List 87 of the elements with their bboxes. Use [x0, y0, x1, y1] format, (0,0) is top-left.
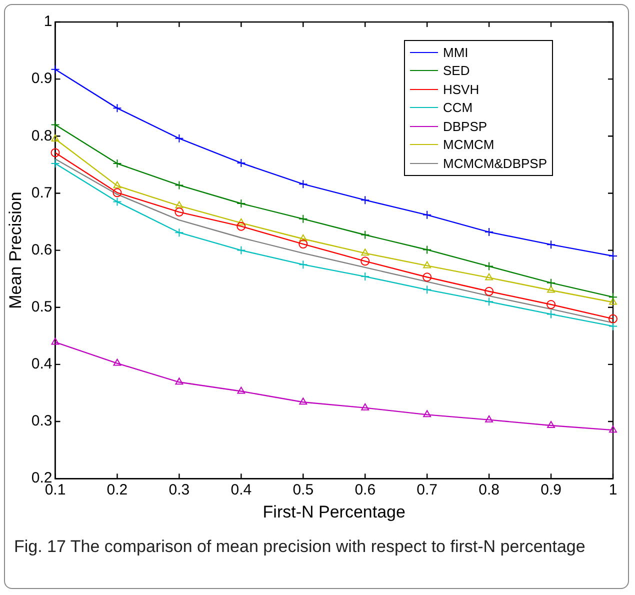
x-tick-label: 0.7 — [416, 482, 438, 499]
x-tick-label: 1 — [608, 482, 618, 499]
point — [484, 297, 494, 306]
point — [360, 196, 370, 205]
point — [423, 410, 432, 418]
point — [50, 64, 60, 74]
point — [298, 180, 308, 189]
x-tick-label: 0.5 — [292, 482, 314, 499]
point — [546, 278, 556, 288]
point — [546, 240, 556, 250]
point — [236, 158, 246, 168]
point — [51, 338, 60, 345]
point — [50, 148, 60, 158]
point — [112, 159, 122, 168]
point — [361, 248, 370, 256]
point — [299, 234, 308, 242]
point — [484, 262, 494, 271]
point — [174, 134, 184, 143]
point — [422, 245, 432, 254]
legend-label: CCM — [443, 100, 473, 116]
point — [236, 222, 246, 231]
point — [608, 252, 618, 261]
point — [423, 261, 432, 268]
point — [175, 378, 184, 385]
point — [113, 181, 122, 188]
point — [174, 180, 184, 190]
point — [298, 214, 308, 224]
legend-label: MCMCM — [443, 137, 494, 152]
point — [50, 159, 60, 168]
caption: Fig. 17 The comparison of mean precision with respect to first-N percentage — [14, 536, 586, 558]
point — [485, 273, 494, 280]
point — [608, 292, 618, 302]
x-tick-label: 0.2 — [106, 482, 128, 499]
point — [484, 228, 494, 237]
point — [237, 218, 246, 226]
x-tick-label: 0.8 — [478, 482, 500, 499]
x-tick-label: 0.6 — [354, 482, 376, 499]
y-tick-label: 0.8 — [31, 127, 52, 144]
point — [609, 298, 617, 305]
point — [608, 322, 618, 331]
point — [422, 210, 432, 220]
point — [175, 201, 184, 208]
y-tick-label: 1 — [44, 13, 52, 30]
point — [609, 426, 617, 433]
point — [360, 256, 370, 266]
point — [298, 260, 308, 270]
legend-label: SED — [443, 63, 470, 78]
point — [50, 120, 60, 130]
y-tick-label: 0.4 — [31, 356, 52, 373]
y-tick-label: 0.7 — [31, 184, 52, 202]
point — [298, 240, 308, 249]
point — [360, 230, 370, 240]
point — [484, 286, 494, 296]
legend-label: DBPSP — [443, 118, 488, 134]
point — [546, 300, 556, 310]
y-axis-title: Mean Precision — [6, 192, 25, 309]
point — [174, 228, 184, 238]
legend-label: MCMCM&DBPSP — [443, 156, 548, 171]
y-tick-label: 0.5 — [31, 298, 52, 316]
point — [51, 134, 60, 142]
point — [485, 415, 494, 422]
point — [360, 272, 370, 282]
point — [422, 272, 432, 282]
legend-label: HSVH — [443, 82, 480, 97]
x-tick-label: 0.4 — [230, 482, 252, 499]
point — [237, 386, 246, 394]
point — [546, 310, 556, 319]
point — [299, 398, 308, 405]
point — [422, 285, 432, 294]
point — [236, 246, 246, 255]
point — [361, 403, 370, 410]
legend-label: MMI — [443, 44, 468, 60]
point — [112, 197, 122, 206]
point — [112, 104, 122, 113]
x-tick-label: 0.9 — [540, 482, 562, 499]
point — [608, 314, 618, 324]
x-axis-title: First-N Percentage — [262, 502, 406, 522]
y-tick-label: 0.6 — [31, 241, 52, 258]
y-tick-label: 0.9 — [31, 70, 52, 88]
x-tick-label: 0.3 — [168, 482, 190, 499]
point — [547, 286, 555, 293]
point — [113, 358, 122, 366]
point — [112, 188, 122, 198]
point — [236, 199, 246, 208]
point — [547, 421, 555, 428]
point — [174, 208, 184, 217]
y-tick-label: 0.3 — [31, 412, 52, 430]
